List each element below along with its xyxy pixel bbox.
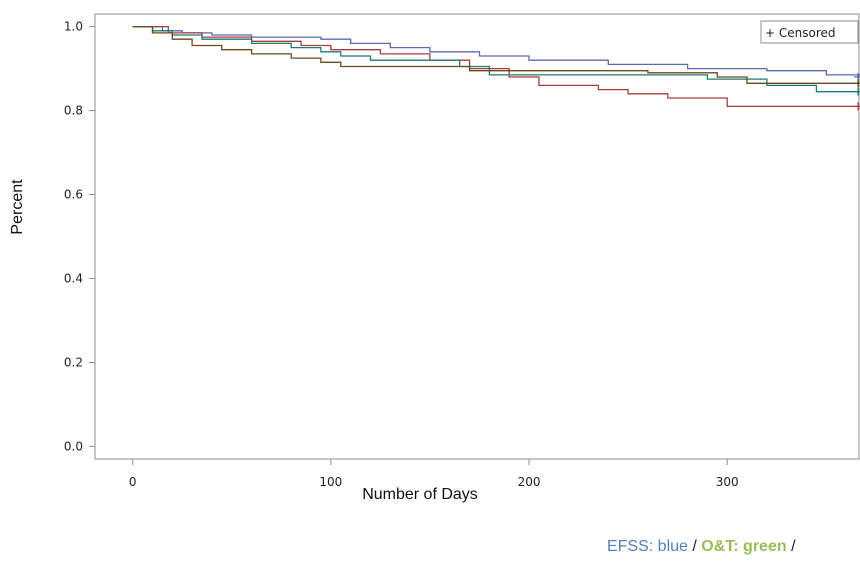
y-tick-label: 0.2	[64, 355, 83, 369]
axes: 0.0 0.2 0.4 0.6 0.8 1.0 0 100 200 300	[64, 20, 739, 489]
y-axis-title: Percent	[9, 179, 26, 235]
y-tick-label: 0.8	[64, 104, 83, 118]
y-tick-label: 0.4	[64, 271, 83, 285]
x-axis-title: Number of Days	[362, 486, 478, 503]
censored-marker	[854, 87, 860, 96]
survival-curve-3	[132, 25, 860, 93]
caption-separator: /	[786, 538, 796, 555]
x-tick-label: 200	[518, 475, 541, 489]
caption-efss: EFSS: blue	[607, 538, 688, 555]
survival-curve-1	[132, 25, 860, 77]
x-tick-label: 300	[716, 475, 739, 489]
series-color-caption: EFSS: blue / O&T: green /	[607, 538, 796, 556]
y-tick-label: 0.6	[64, 188, 83, 202]
caption-separator: /	[687, 538, 702, 555]
caption-ot: O&T: green	[701, 538, 787, 555]
series-group	[132, 25, 860, 111]
censored-marker	[854, 79, 860, 88]
legend: + Censored	[760, 20, 859, 44]
x-tick-label: 0	[129, 475, 137, 489]
survival-curve-4	[132, 25, 860, 84]
legend-censored-label: + Censored	[765, 26, 836, 40]
plot-area	[94, 13, 860, 460]
censored-marker	[854, 102, 860, 111]
x-tick-label: 100	[319, 475, 342, 489]
legend-box	[760, 20, 859, 44]
y-tick-label: 1.0	[64, 20, 83, 34]
y-tick-label: 0.0	[64, 439, 83, 453]
